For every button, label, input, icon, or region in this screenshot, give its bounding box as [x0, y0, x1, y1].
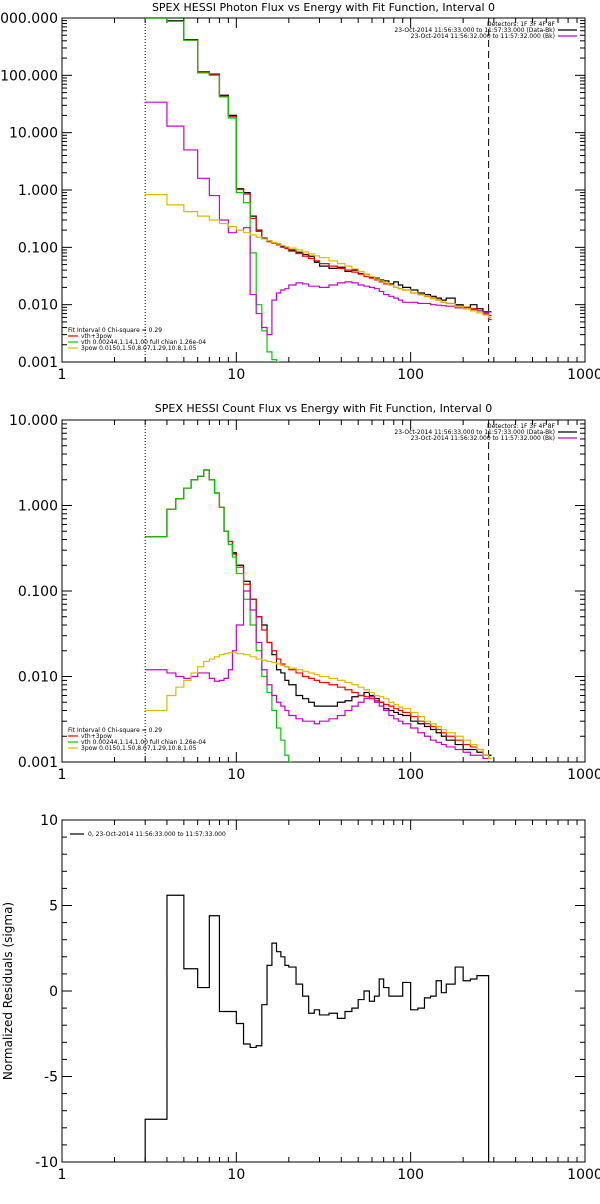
series-line-5 — [145, 652, 492, 760]
panel-1: SPEX HESSI Photon Flux vs Energy with Fi… — [0, 1, 600, 383]
legend-entry-3: vth 0.00244,1.14,1.00 full chian 1.26e-0… — [81, 739, 206, 746]
legend-entry-2: vth+3pow — [81, 333, 112, 340]
x-tick-label: 1000 — [567, 367, 600, 383]
x-tick-label: 100 — [397, 767, 424, 783]
legend-entry: 0, 23-Oct-2014 11:56:33.000 to 11:57:33.… — [88, 831, 226, 838]
series-group — [144, 894, 490, 1162]
series-line-3 — [145, 469, 292, 762]
y-tick-label: 0.010 — [18, 298, 58, 314]
y-tick-label: 1.000 — [18, 499, 58, 515]
header-line-2: 23-Oct-2014 11:56:33.000 to 11:57:33.000… — [394, 27, 555, 34]
header-line-1: Detectors: 1F 3F 4F 8F — [487, 21, 556, 28]
x-tick-label: 1 — [58, 767, 67, 783]
series-line-1 — [145, 18, 492, 313]
legend-entry-1: Fit Interval 0 Chi-square = 0.29 — [68, 327, 162, 334]
series-group — [145, 18, 492, 362]
y-tick-label: 0.001 — [18, 755, 58, 771]
chart-title: SPEX HESSI Count Flux vs Energy with Fit… — [155, 402, 492, 415]
series-line-3 — [145, 18, 280, 362]
series-line-5 — [145, 194, 492, 318]
y-tick-label: 0 — [49, 984, 58, 1000]
x-tick-label: 100 — [397, 1167, 424, 1183]
y-tick-label: 0.100 — [18, 240, 58, 256]
x-tick-label: 1 — [58, 367, 67, 383]
chart-title: SPEX HESSI Photon Flux vs Energy with Fi… — [152, 1, 495, 14]
x-tick-label: 10 — [227, 767, 245, 783]
y-tick-label: 0.001 — [18, 355, 58, 371]
header-line-2: 23-Oct-2014 11:56:33.000 to 11:57:33.000… — [394, 429, 555, 436]
legend-entry-2: vth+3pow — [81, 733, 112, 740]
y-tick-label: 100.000 — [0, 68, 58, 84]
series-line-4 — [145, 101, 492, 336]
y-tick-label: -5 — [44, 1070, 58, 1086]
series-line-1 — [145, 469, 492, 756]
x-tick-label: 10 — [227, 367, 245, 383]
y-tick-label: 10.000 — [9, 413, 58, 429]
y-tick-label: 0.010 — [18, 670, 58, 686]
plot-frame — [61, 819, 586, 1163]
plot-frame — [61, 17, 586, 363]
y-tick-label: -10 — [35, 1155, 58, 1171]
panel-2: SPEX HESSI Count Flux vs Energy with Fit… — [9, 402, 600, 783]
legend-entry-1: Fit Interval 0 Chi-square = 0.29 — [68, 727, 162, 734]
x-tick-label: 1000 — [567, 1167, 600, 1183]
legend-entry-4: 3pow 0.0150,1.50,8.07,1.29,10.8,1.05 — [81, 345, 197, 352]
y-tick-label: 10.000 — [9, 126, 58, 142]
x-tick-label: 100 — [397, 367, 424, 383]
x-tick-label: 1000 — [567, 767, 600, 783]
y-tick-label: 1.000 — [18, 183, 58, 199]
series-line-2 — [145, 469, 492, 760]
x-tick-label: 10 — [227, 1167, 245, 1183]
legend-entry-4: 3pow 0.0150,1.50,8.07,1.29,10.8,1.05 — [81, 745, 197, 752]
header-line-3: 23-Oct-2014 11:56:32.000 to 11:57:32.000… — [411, 33, 555, 40]
y-tick-label: 1000.000 — [0, 11, 58, 27]
header-line-1: Detectors: 1F 3F 4F 8F — [487, 423, 556, 430]
panel-3: 1 10 100 1000 -10 -5 0 5 10 Normalized Residuals … — [1, 813, 600, 1183]
legend-entry-3: vth 0.00244,1.14,1.00 full chian 1.26e-0… — [81, 339, 206, 346]
x-tick-label: 1 — [58, 1167, 67, 1183]
plot-frame — [61, 419, 586, 763]
series-line-4 — [145, 590, 492, 760]
y-axis-label: Normalized Residuals (sigma) — [1, 902, 15, 1080]
series-line-1 — [144, 894, 490, 1162]
series-group — [145, 469, 492, 762]
y-tick-label: 10 — [40, 813, 58, 829]
y-tick-label: 5 — [49, 899, 58, 915]
header-line-3: 23-Oct-2014 11:56:32.000 to 11:57:32.000… — [411, 435, 555, 442]
y-tick-label: 0.100 — [18, 584, 58, 600]
